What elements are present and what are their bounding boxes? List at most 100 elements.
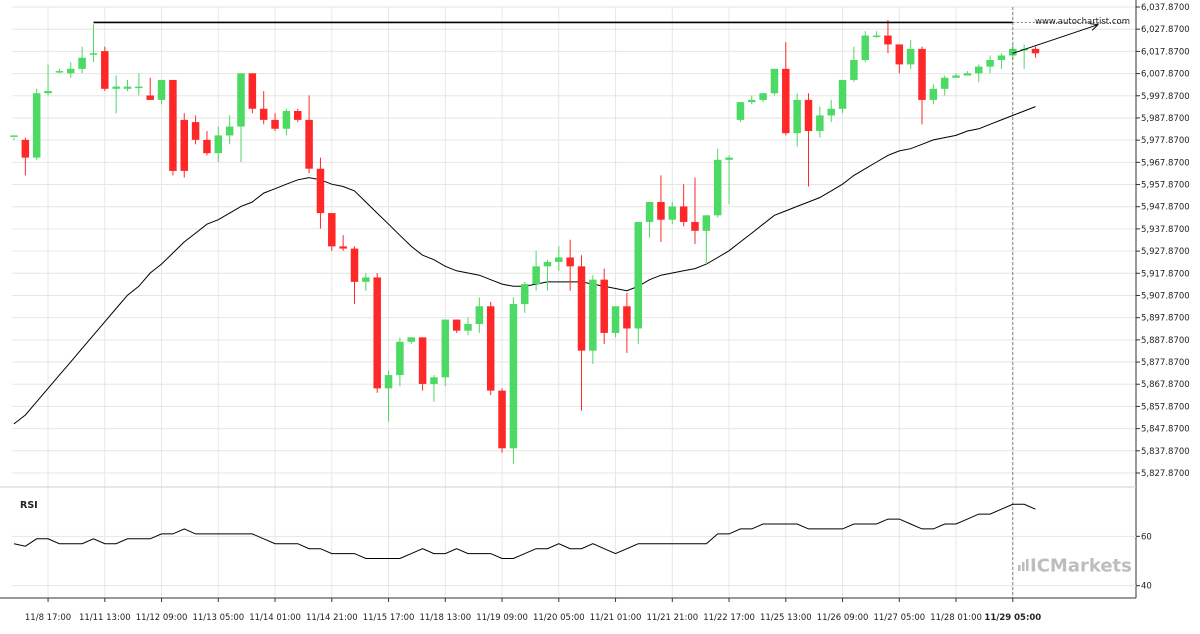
candle-down [373, 277, 381, 389]
candle-up [89, 53, 98, 55]
candle-down [101, 51, 109, 89]
logo-bar-1 [1018, 565, 1021, 571]
rsi-y-tick-label: 60 [1141, 532, 1152, 542]
candle-down [248, 73, 257, 109]
candle-up [929, 88, 938, 100]
candle-up [396, 341, 404, 376]
candle-up [407, 337, 415, 342]
forecast-arrow-line [1012, 24, 1099, 54]
candle-down [577, 266, 586, 351]
candle-up [237, 73, 245, 127]
y-tick-label: 5,947.8700 [1141, 203, 1190, 213]
candle-down [418, 337, 427, 384]
candle-up [838, 79, 847, 109]
candle-up [872, 35, 881, 38]
candle-up [32, 93, 41, 158]
candle-up [225, 126, 234, 136]
candle-up [725, 157, 733, 160]
candle-up [112, 86, 120, 89]
candle-up [362, 277, 370, 282]
candle-down [191, 122, 200, 140]
candle-up [441, 319, 450, 378]
y-tick-label: 5,857.8700 [1141, 402, 1190, 412]
candle-down [339, 246, 347, 249]
candle-up [906, 48, 915, 65]
candle-up [214, 135, 223, 154]
x-tick-label: 11/26 09:00 [817, 613, 869, 623]
x-tick-label: 11/28 01:00 [930, 613, 982, 623]
candle-up [997, 55, 1006, 60]
candle-up [384, 375, 393, 389]
candle-up [532, 266, 540, 285]
candle-up [645, 201, 654, 222]
y-tick-label: 5,927.8700 [1141, 247, 1190, 257]
x-tick-label: 11/18 13:00 [419, 613, 471, 623]
y-tick-label: 5,837.8700 [1141, 447, 1190, 457]
candle-up [55, 71, 64, 73]
candle-up [634, 221, 642, 329]
candle-up [668, 206, 677, 220]
x-tick-label: 11/12 09:00 [136, 613, 188, 623]
candle-down [884, 35, 892, 45]
watermark-url: www.autochartist.com [1035, 17, 1130, 27]
y-tick-label: 5,987.8700 [1141, 114, 1190, 124]
candle-up [759, 93, 767, 100]
candle-up [748, 99, 756, 103]
candle-up [555, 257, 563, 262]
y-tick-label: 5,997.8700 [1141, 92, 1190, 102]
candle-up [475, 306, 484, 325]
candle-down [691, 221, 699, 231]
x-tick-label: 11/29 05:00 [984, 613, 1041, 623]
y-tick-label: 5,847.8700 [1141, 425, 1190, 435]
candle-up [67, 68, 75, 74]
candle-down [782, 68, 790, 134]
y-tick-label: 6,037.8700 [1141, 3, 1190, 13]
candle-up [464, 324, 472, 331]
candle-up [816, 115, 824, 131]
logo-bar-2 [1022, 562, 1025, 571]
y-tick-label: 5,917.8700 [1141, 269, 1190, 279]
candle-up [135, 86, 143, 89]
candle-down [498, 390, 506, 449]
y-tick-label: 5,897.8700 [1141, 314, 1190, 324]
logo-prefix: IC [1030, 556, 1050, 577]
candle-down [804, 99, 813, 131]
candle-up [282, 111, 291, 129]
x-tick-label: 11/14 21:00 [306, 613, 358, 623]
candle-up [850, 59, 858, 80]
x-tick-label: 11/20 05:00 [533, 613, 585, 623]
candle-down [566, 257, 574, 267]
candle-down [203, 139, 211, 154]
logo-text: ICMarkets [1030, 556, 1132, 577]
candle-down [600, 279, 608, 333]
candle-up [430, 377, 438, 384]
candle-down [328, 213, 336, 247]
y-tick-label: 5,967.8700 [1141, 158, 1190, 168]
candle-up [986, 59, 994, 67]
candle-down [316, 168, 325, 214]
candle-down [1031, 48, 1040, 54]
candle-up [702, 215, 711, 231]
candle-up [827, 108, 835, 116]
y-tick-label: 5,957.8700 [1141, 181, 1190, 191]
candle-down [271, 119, 279, 129]
candle-up [952, 75, 960, 78]
candle-up [589, 279, 597, 351]
candle-up [975, 66, 983, 74]
logo-bar-3 [1026, 559, 1029, 571]
candle-up [793, 99, 801, 134]
y-tick-label: 5,827.8700 [1141, 469, 1190, 479]
candle-down [146, 95, 154, 100]
x-tick-label: 11/13 05:00 [192, 613, 244, 623]
candle-down [259, 108, 268, 120]
x-tick-label: 11/22 17:00 [703, 613, 755, 623]
candle-up [521, 284, 529, 305]
candle-down [169, 79, 177, 171]
x-tick-label: 11/21 21:00 [646, 613, 698, 623]
candle-down [180, 119, 188, 171]
candle-down [305, 119, 313, 169]
y-tick-label: 5,877.8700 [1141, 358, 1190, 368]
candle-up [543, 261, 552, 267]
candle-up [861, 35, 869, 60]
candle-up [123, 86, 132, 89]
